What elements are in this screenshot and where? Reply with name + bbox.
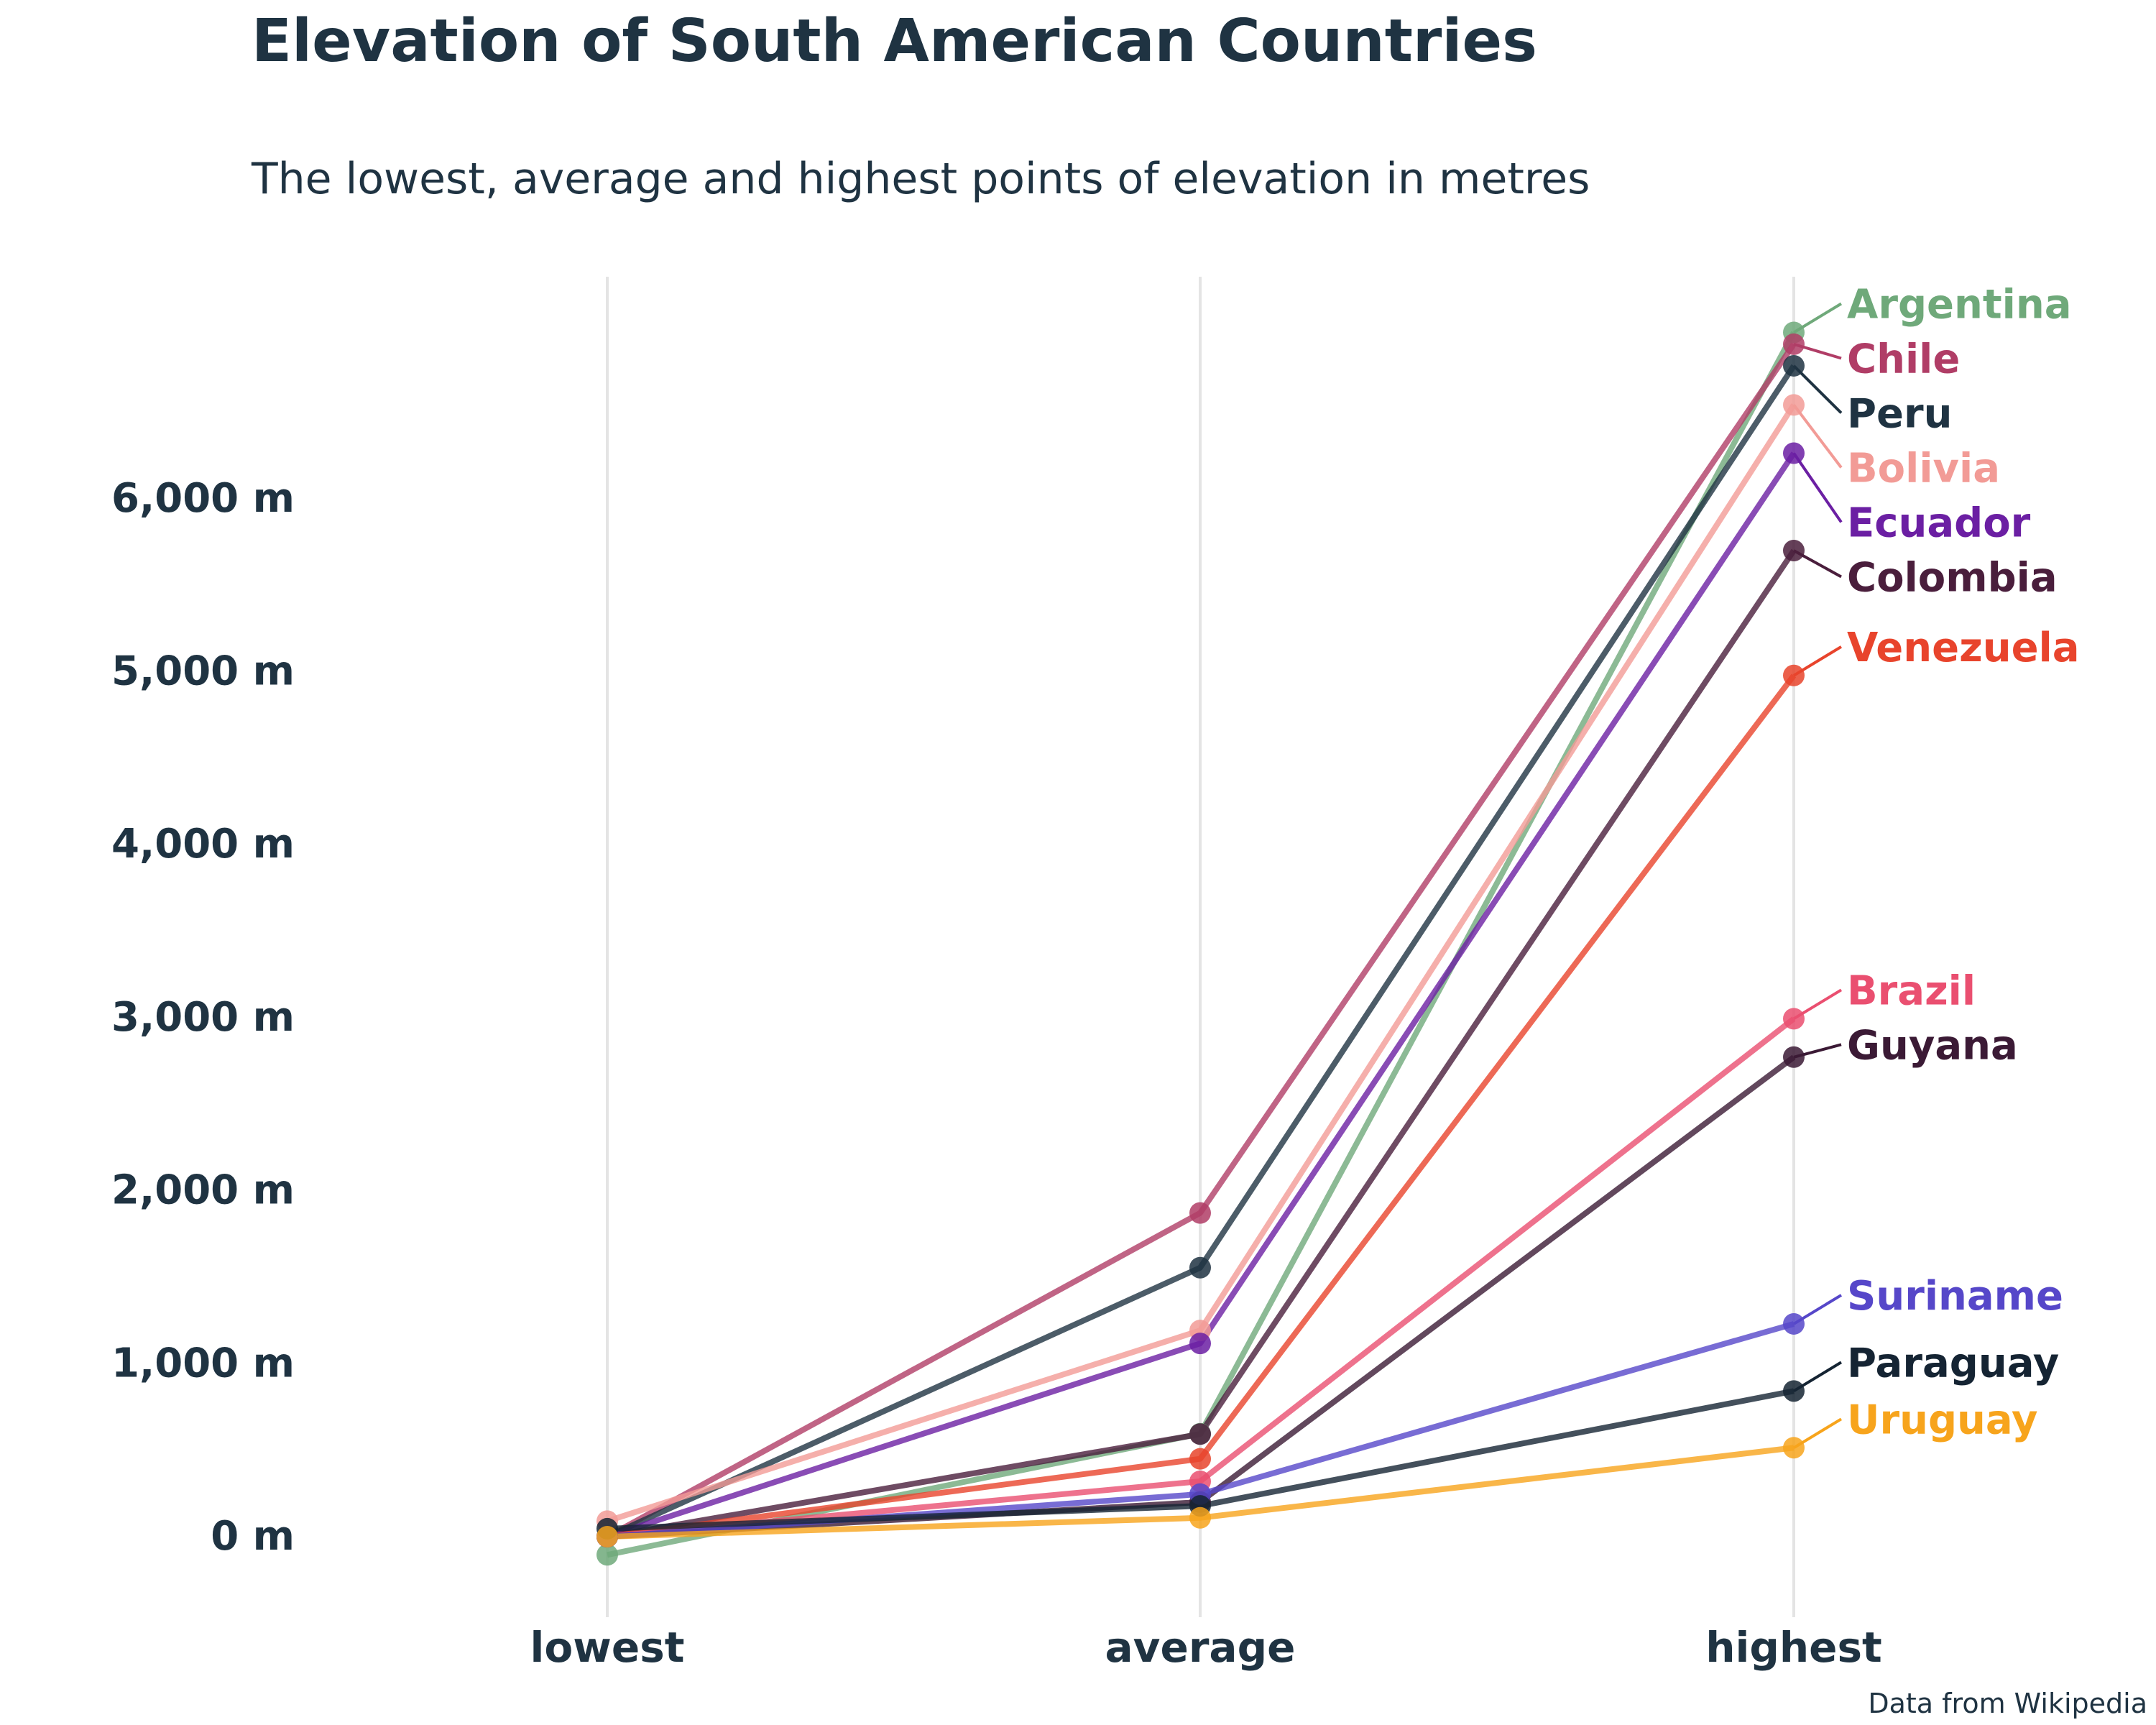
- y-tick-label: 2,000 m: [111, 1167, 295, 1214]
- series-label-venezuela: Venezuela: [1847, 625, 2080, 671]
- point-peru-average: [1189, 1256, 1211, 1279]
- point-argentina-lowest: [596, 1544, 618, 1566]
- leader-line-uruguay: [1792, 1417, 1843, 1449]
- series-label-guyana: Guyana: [1847, 1022, 2018, 1069]
- leader-line-colombia: [1793, 549, 1842, 579]
- y-tick-label: 3,000 m: [111, 994, 295, 1041]
- point-venezuela-average: [1189, 1448, 1211, 1470]
- x-tick-label-highest: highest: [1705, 1623, 1882, 1672]
- leader-line-ecuador: [1792, 452, 1843, 523]
- point-uruguay-lowest: [596, 1526, 618, 1547]
- y-tick-label: 4,000 m: [111, 821, 295, 868]
- point-chile-average: [1189, 1202, 1211, 1224]
- series-label-brazil: Brazil: [1847, 967, 1976, 1014]
- point-ecuador-average: [1189, 1333, 1211, 1355]
- x-tick-label-lowest: lowest: [530, 1623, 685, 1672]
- leader-line-guyana: [1793, 1043, 1842, 1059]
- series-label-peru: Peru: [1847, 390, 1953, 437]
- series-label-suriname: Suriname: [1847, 1273, 2063, 1320]
- source-note: Data from Wikipedia: [1868, 1688, 2147, 1719]
- leader-line-peru: [1792, 364, 1843, 414]
- y-tick-label: 6,000 m: [111, 475, 295, 522]
- series-label-uruguay: Uruguay: [1847, 1397, 2037, 1443]
- series-label-argentina: Argentina: [1847, 281, 2072, 328]
- series-label-bolivia: Bolivia: [1847, 445, 2000, 492]
- point-uruguay-average: [1189, 1506, 1211, 1529]
- y-tick-label: 1,000 m: [111, 1340, 295, 1386]
- leader-line-paraguay: [1792, 1361, 1843, 1393]
- y-tick-label: 0 m: [211, 1513, 295, 1560]
- leader-line-argentina: [1792, 302, 1843, 334]
- leader-line-suriname: [1792, 1294, 1843, 1325]
- series-label-chile: Chile: [1847, 336, 1960, 382]
- leader-line-brazil: [1792, 988, 1843, 1021]
- series-label-ecuador: Ecuador: [1847, 500, 2031, 546]
- leader-line-bolivia: [1792, 404, 1843, 469]
- leader-line-venezuela: [1792, 645, 1843, 677]
- chart-title: Elevation of South American Countries: [252, 7, 1537, 75]
- series-label-paraguay: Paraguay: [1847, 1340, 2059, 1386]
- chart-subtitle: The lowest, average and highest points o…: [252, 154, 1590, 204]
- x-tick-label-average: average: [1105, 1623, 1296, 1672]
- y-tick-label: 5,000 m: [111, 648, 295, 695]
- leader-line-chile: [1793, 342, 1842, 360]
- point-colombia-average: [1189, 1423, 1211, 1445]
- series-label-colombia: Colombia: [1847, 554, 2058, 601]
